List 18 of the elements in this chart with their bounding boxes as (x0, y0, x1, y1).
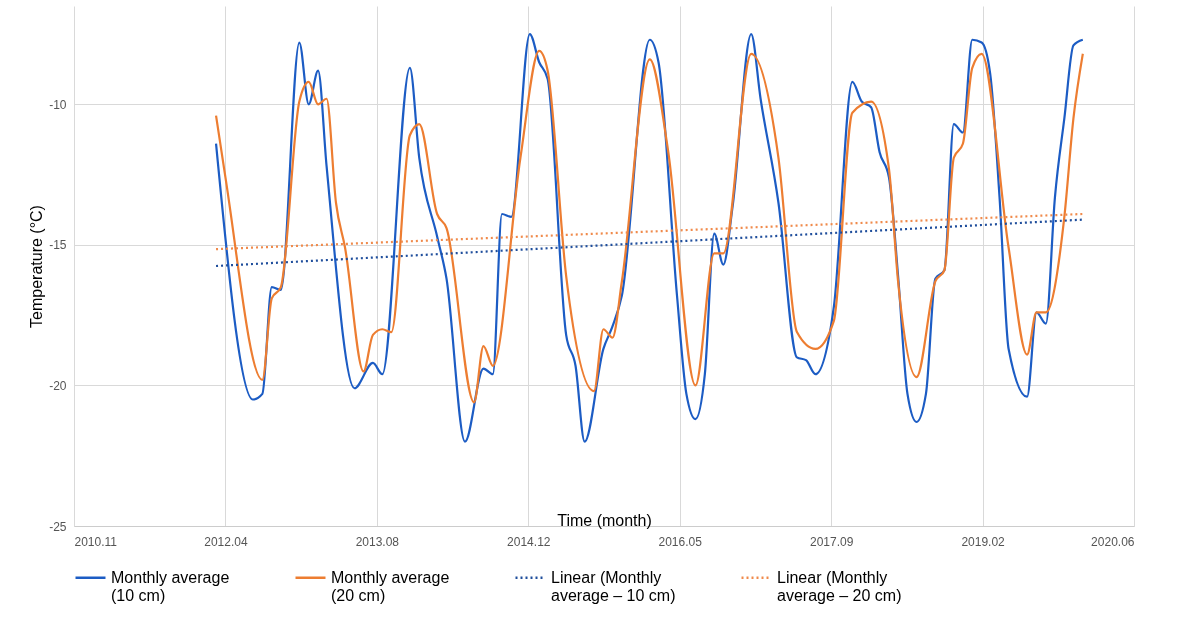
legend-label: Linear (Monthly average – 20 cm) (777, 568, 902, 604)
y-axis-title: Temperature (°C) (28, 205, 46, 328)
x-tick-label: 2020.06 (1091, 534, 1135, 549)
legend-label: Monthly average (10 cm) (111, 568, 230, 604)
legend-label: Linear (Monthly average – 10 cm) (551, 568, 676, 604)
x-tick-label: 2017.09 (809, 534, 854, 549)
legend-label: Monthly average (20 cm) (331, 568, 450, 604)
x-tick-label: 2014.12 (507, 534, 551, 549)
y-tick-label: -20 (49, 378, 67, 393)
x-tick-label: 2012.04 (204, 534, 248, 549)
y-tick-label: -15 (49, 238, 67, 253)
x-axis-title: Time (month) (557, 511, 652, 529)
x-tick-label: 2010.11 (74, 534, 118, 549)
x-tick-label: 2013.08 (355, 534, 400, 549)
x-tick-label: 2016.05 (658, 534, 703, 549)
x-tick-label: 2019.02 (961, 534, 1006, 549)
y-tick-label: -25 (49, 519, 67, 534)
y-tick-label: -10 (49, 97, 67, 112)
